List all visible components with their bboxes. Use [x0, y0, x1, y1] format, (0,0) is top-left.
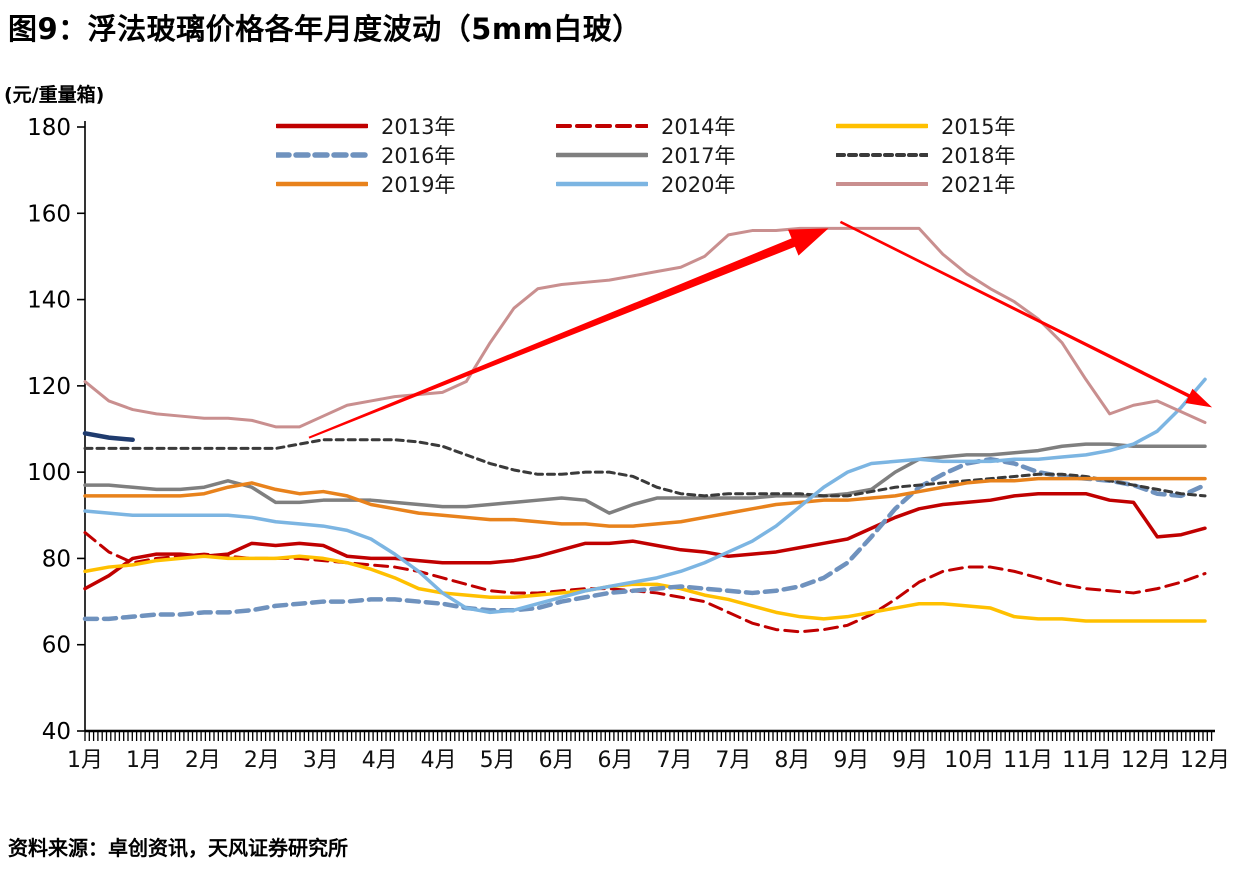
x-axis-tick-label: 4月 — [421, 748, 457, 773]
x-axis-tick-label: 4月 — [362, 748, 398, 773]
legend-line-2013 — [276, 121, 368, 131]
y-axis-unit-label: (元/重量箱) — [4, 84, 105, 106]
legend-line-glyph — [556, 152, 648, 157]
legend-item-2021: 2021年 — [836, 169, 1116, 198]
legend-line-glyph — [276, 151, 368, 158]
legend-item-2020: 2020年 — [556, 169, 836, 198]
legend-label-2019: 2019年 — [381, 172, 456, 197]
y-axis-tick-label: 40 — [42, 719, 71, 745]
figure-title: 图9：浮法玻璃价格各年月度波动（5mm白玻） — [8, 12, 642, 46]
legend-item-2015: 2015年 — [836, 111, 1116, 140]
x-axis-tick-label: 1月 — [67, 748, 103, 773]
x-axis-tick-label: 7月 — [656, 748, 692, 773]
legend-item-2014: 2014年 — [556, 111, 836, 140]
legend-line-2016 — [276, 150, 368, 160]
legend-item-2018: 2018年 — [836, 140, 1116, 169]
y-axis-tick-label: 180 — [27, 115, 71, 141]
partial-navy-segment — [82, 431, 135, 443]
series-line-2017年 — [83, 442, 1207, 515]
legend-line-glyph — [276, 181, 368, 186]
legend-label-2018: 2018年 — [941, 143, 1016, 168]
legend-line-glyph — [276, 123, 368, 128]
x-axis-tick-label: 6月 — [598, 748, 634, 773]
legend-label-2020: 2020年 — [661, 172, 736, 197]
series-line-2021年 — [83, 226, 1207, 429]
legend-line-2014 — [556, 121, 648, 131]
legend-item-2019: 2019年 — [276, 169, 556, 198]
y-axis-tick-label: 120 — [27, 374, 71, 400]
source-note: 资料来源：卓创资讯，天风证券研究所 — [8, 836, 348, 860]
legend-label-2016: 2016年 — [381, 143, 456, 168]
annotation-arrow-2 — [839, 220, 1213, 408]
y-axis-tick-label: 60 — [42, 633, 71, 659]
x-axis-tick-label: 2月 — [185, 748, 221, 773]
legend-item-2016: 2016年 — [276, 140, 556, 169]
legend-label-2014: 2014年 — [661, 114, 736, 139]
legend: 2013年 2014年 2015年 2016年 2017年 2018年 2019… — [276, 111, 1116, 198]
series-line-2020年 — [83, 377, 1207, 615]
legend-line-2019 — [276, 179, 368, 189]
legend-line-2020 — [556, 179, 648, 189]
legend-line-glyph — [556, 123, 648, 128]
legend-line-2021 — [836, 179, 928, 189]
y-axis-tick-label: 160 — [27, 201, 71, 227]
x-axis-tick-label: 1月 — [126, 748, 162, 773]
x-axis-tick-label: 11月 — [1003, 748, 1053, 773]
legend-label-2017: 2017年 — [661, 143, 736, 168]
x-axis-tick-label: 7月 — [715, 748, 751, 773]
x-axis-tick-label: 8月 — [774, 748, 810, 773]
y-axis-tick-label: 140 — [27, 288, 71, 314]
legend-line-glyph — [836, 181, 928, 186]
legend-label-2015: 2015年 — [941, 114, 1016, 139]
legend-line-glyph — [556, 181, 648, 186]
series-line-2019年 — [83, 476, 1207, 528]
series-line-2014年 — [83, 531, 1207, 634]
x-axis-tick-label: 11月 — [1062, 748, 1112, 773]
x-axis-tick-label: 10月 — [944, 748, 994, 773]
x-axis-tick-label: 12月 — [1121, 748, 1171, 773]
legend-line-glyph — [836, 152, 928, 157]
series-line-2018年 — [83, 438, 1207, 498]
annotation-arrow-1 — [308, 228, 829, 439]
y-axis-tick-label: 100 — [27, 460, 71, 486]
x-axis-tick-label: 6月 — [539, 748, 575, 773]
x-axis-tick-label: 9月 — [833, 748, 869, 773]
legend-line-2017 — [556, 150, 648, 160]
y-axis-tick-label: 80 — [42, 546, 71, 572]
x-axis-tick-label: 3月 — [303, 748, 339, 773]
legend-label-2013: 2013年 — [381, 114, 456, 139]
x-axis-tick-label: 2月 — [244, 748, 280, 773]
legend-line-2015 — [836, 121, 928, 131]
x-axis-tick-label: 5月 — [480, 748, 516, 773]
legend-item-2013: 2013年 — [276, 111, 556, 140]
series-line-2013年 — [83, 491, 1207, 591]
series-line-2016年 — [82, 456, 1208, 622]
legend-item-2017: 2017年 — [556, 140, 836, 169]
series-line-2015年 — [83, 554, 1207, 623]
legend-line-glyph — [836, 123, 928, 128]
x-axis-tick-label: 9月 — [892, 748, 928, 773]
x-axis-tick-label: 12月 — [1180, 748, 1230, 773]
legend-line-2018 — [836, 150, 928, 160]
legend-label-2021: 2021年 — [941, 172, 1016, 197]
